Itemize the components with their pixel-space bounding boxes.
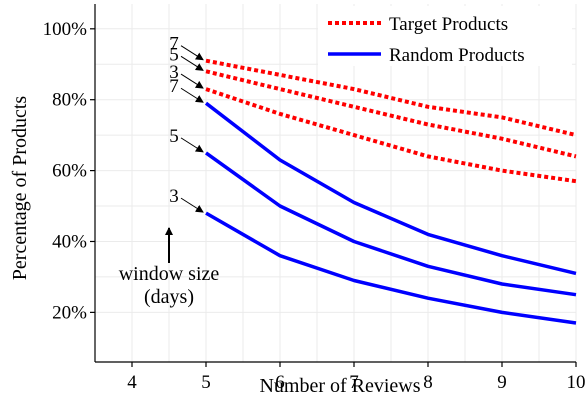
x-axis-label: Number of Reviews [259,375,420,397]
random-products-window-5-line [204,151,577,297]
y-tick-label: 60% [52,161,87,182]
window-annotation-arrow [180,197,204,213]
window-annotation-arrow [180,137,204,153]
window-annotation-label: 3 [169,186,179,207]
window-size-label: window size [119,263,220,285]
window-annotation-label: 5 [169,126,179,147]
x-tick-label: 4 [127,372,137,393]
x-tick-label: 8 [423,372,433,393]
window-annotation-label: 5 [169,44,179,65]
x-tick-label: 9 [497,372,507,393]
x-tick-label: 6 [275,372,285,393]
target-products-window-5-line [205,69,577,159]
window-annotation-label: 7 [169,34,179,55]
y-tick-label: 100% [43,19,88,40]
window-annotation-arrow [180,73,204,89]
window-annotation-label: 3 [169,62,179,83]
x-tick-label: 7 [349,372,359,393]
legend-background [318,6,572,66]
random-products-window-3-line [205,211,577,325]
y-tick-label: 40% [52,231,87,252]
window-size-units-label: (days) [144,286,194,308]
legend-label-target-products: Target Products [389,14,508,35]
y-axis-label: Percentage of Products [9,96,31,281]
x-tick-label: 10 [567,372,586,393]
window-annotation-label: 7 [169,76,179,97]
y-tick-label: 80% [52,90,87,111]
random-products-window-7-line [204,101,577,276]
x-tick-label: 5 [201,372,211,393]
legend: Target Products Random Products [318,6,572,66]
y-tick-label: 20% [52,302,87,323]
window-annotation-arrow [180,45,204,61]
target-products-window-3-line [205,87,577,184]
axes: 4 5 6 7 8 9 10 20% 40% 60% 80% 100% [43,4,586,393]
legend-label-random-products: Random Products [389,45,525,66]
window-annotation-arrow [180,55,204,71]
window-annotation-arrow [180,87,204,103]
series-layer [204,58,577,325]
